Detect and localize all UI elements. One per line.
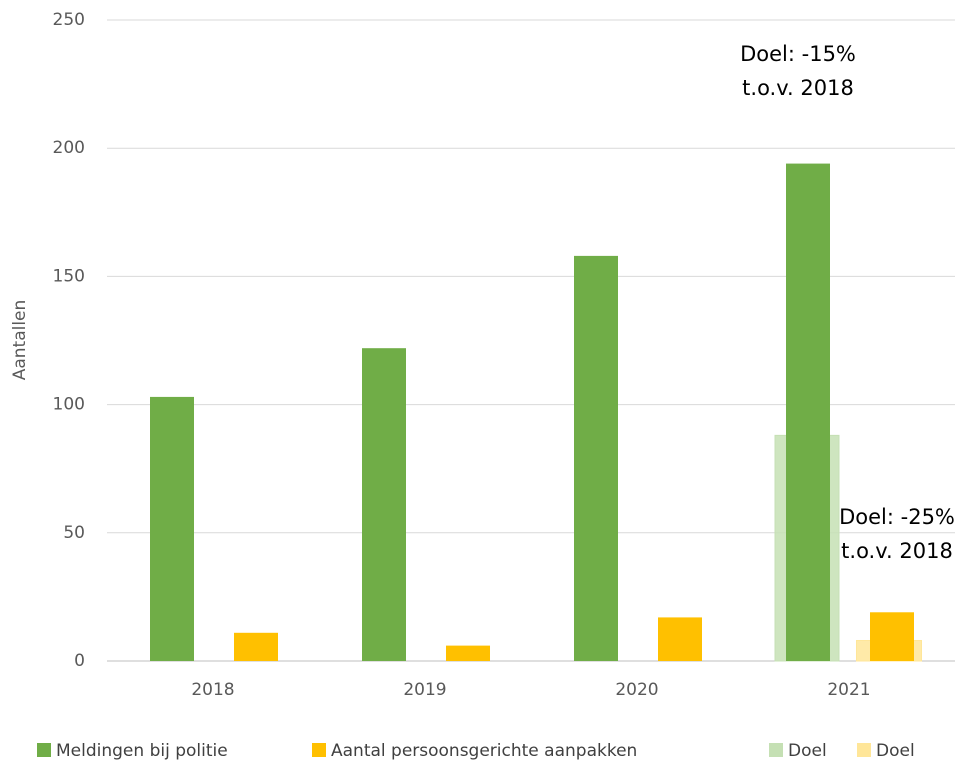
x-tick-label: 2018 xyxy=(191,680,234,700)
x-tick-label: 2019 xyxy=(403,680,446,700)
legend-label: Aantal persoonsgerichte aanpakken xyxy=(331,741,637,761)
legend-swatch xyxy=(37,743,51,757)
legend-label: Doel xyxy=(788,741,827,761)
bar xyxy=(234,632,278,661)
x-tick-label: 2021 xyxy=(827,680,870,700)
bar xyxy=(658,617,702,661)
annotation: t.o.v. 2018 xyxy=(841,539,953,563)
bar xyxy=(446,645,490,661)
y-tick-label: 0 xyxy=(74,651,85,671)
x-tick-label: 2020 xyxy=(615,680,658,700)
annotation: Doel: -15% xyxy=(740,42,856,66)
bar xyxy=(574,255,618,661)
legend-label: Meldingen bij politie xyxy=(56,741,228,761)
y-tick-label: 200 xyxy=(53,138,85,158)
legend-swatch xyxy=(857,743,871,757)
bar xyxy=(870,612,914,661)
y-tick-label: 100 xyxy=(53,395,85,415)
y-tick-label: 50 xyxy=(63,523,85,543)
bar xyxy=(362,348,406,661)
y-tick-label: 250 xyxy=(53,10,85,30)
y-tick-label: 150 xyxy=(53,266,85,286)
legend-label: Doel xyxy=(876,741,915,761)
y-axis-label: Aantallen xyxy=(10,300,30,381)
annotation: Doel: -25% xyxy=(839,505,955,529)
legend-swatch xyxy=(769,743,783,757)
bar xyxy=(150,396,194,661)
legend-swatch xyxy=(312,743,326,757)
annotation: t.o.v. 2018 xyxy=(742,76,854,100)
bar xyxy=(786,163,830,662)
